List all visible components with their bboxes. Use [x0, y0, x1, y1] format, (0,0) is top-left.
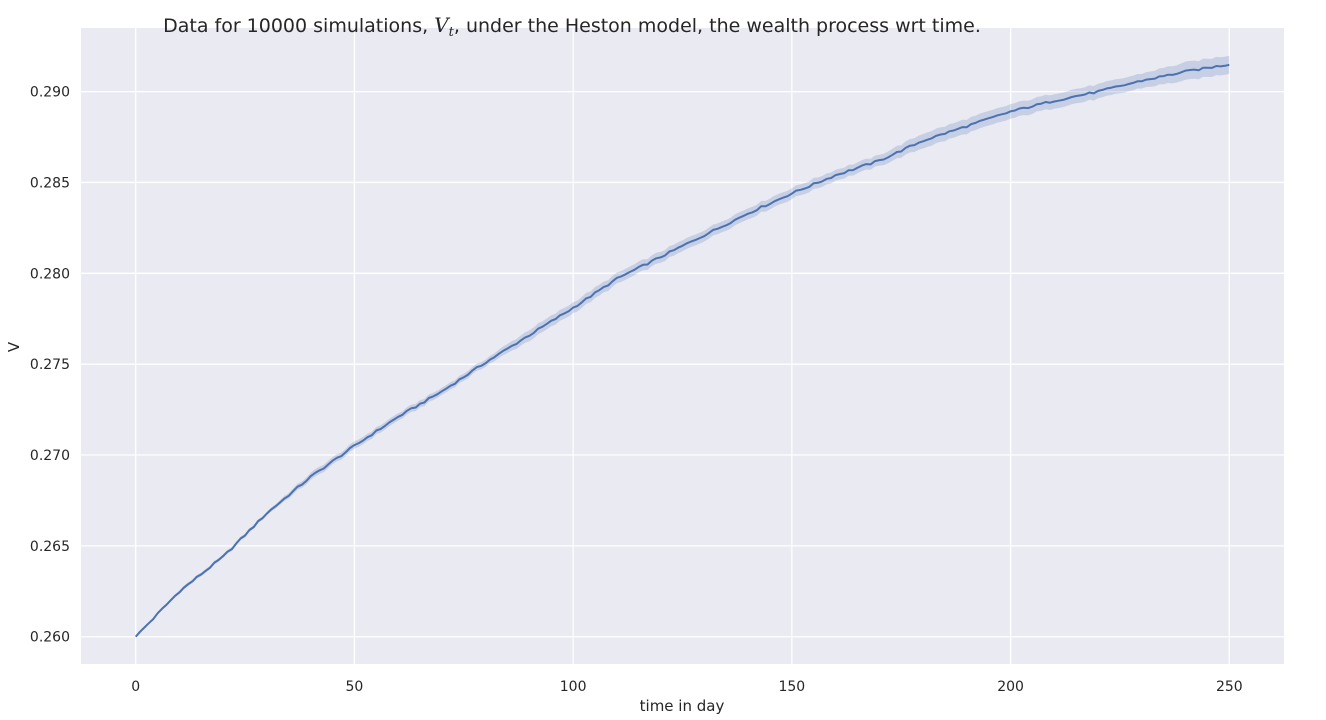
x-tick-label: 100	[560, 679, 587, 695]
y-tick-label: 0.275	[30, 357, 70, 373]
series-line	[134, 63, 1230, 638]
y-tick-label: 0.265	[30, 539, 70, 555]
y-axis-label: V	[5, 341, 23, 352]
plot-area	[81, 28, 1284, 664]
title-part-after: , under the Heston model, the wealth pro…	[454, 15, 981, 37]
y-tick-label: 0.285	[30, 175, 70, 191]
title-math-sub: t	[449, 25, 455, 40]
x-tick-label: 150	[778, 679, 805, 695]
series-lines	[134, 63, 1230, 638]
x-tick-label: 200	[997, 679, 1024, 695]
x-axis-label: time in day	[640, 697, 725, 715]
x-tick-label: 50	[345, 679, 363, 695]
y-tick-labels: 0.260 0.265 0.270 0.275 0.280 0.285 0.290	[30, 85, 70, 646]
y-tick-label: 0.290	[30, 85, 70, 101]
x-tick-label: 250	[1216, 679, 1243, 695]
x-tick-label: 0	[131, 679, 140, 695]
x-tick-labels: 0 50 100 150 200 250	[131, 679, 1242, 695]
title-math-var: V	[434, 13, 451, 37]
title-part-before: Data for 10000 simulations,	[163, 15, 434, 37]
y-tick-label: 0.270	[30, 448, 70, 464]
chart-title: Data for 10000 simulations, Vt, under th…	[163, 13, 981, 40]
y-tick-label: 0.280	[30, 266, 70, 282]
grid	[81, 28, 1284, 664]
y-tick-label: 0.260	[30, 630, 70, 646]
